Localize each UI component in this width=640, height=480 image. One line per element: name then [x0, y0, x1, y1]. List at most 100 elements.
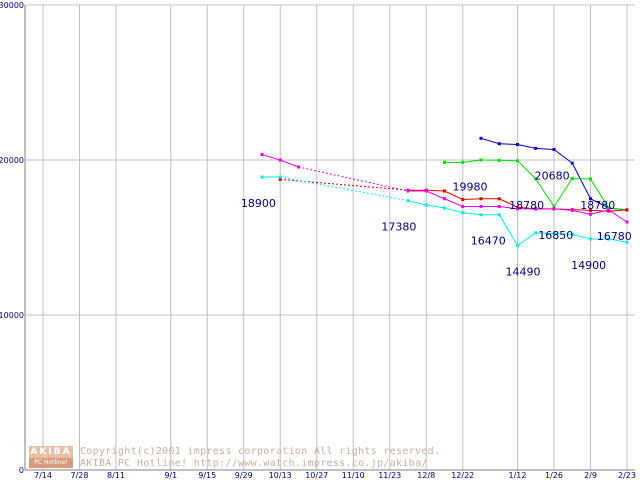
- series-segment: [572, 233, 591, 240]
- series-segment: [517, 232, 537, 246]
- data-label: 19980: [453, 180, 488, 193]
- series-segment: [571, 162, 591, 199]
- data-point: [516, 205, 519, 209]
- data-label: 17380: [381, 221, 416, 234]
- series-segment: [499, 143, 518, 145]
- series-segment: [444, 190, 463, 200]
- x-tick-label: 8/11: [107, 471, 125, 480]
- data-point: [516, 243, 519, 247]
- series-segment: [517, 160, 537, 180]
- data-point: [589, 237, 592, 241]
- x-tick-label: 9/15: [198, 471, 216, 480]
- x-tick-label: 1/12: [509, 471, 527, 480]
- data-label: 16780: [597, 230, 632, 243]
- data-point: [570, 177, 574, 181]
- data-label: 16850: [538, 229, 573, 242]
- akiba-logo: AKIBA PC Hotline!: [29, 446, 73, 468]
- data-label: 14490: [505, 265, 540, 278]
- series-segment: [608, 209, 628, 223]
- series-segment: [553, 149, 573, 164]
- data-point: [534, 177, 538, 181]
- data-point: [570, 161, 574, 165]
- x-tick-label: 2/9: [584, 471, 597, 480]
- x-tick-label: 2/23: [618, 471, 636, 480]
- data-point: [497, 213, 501, 217]
- series-segment: [407, 200, 427, 206]
- data-point: [424, 203, 428, 207]
- data-point: [443, 189, 446, 193]
- data-point: [589, 197, 592, 201]
- y-tick-label: 30000: [0, 1, 24, 10]
- data-label: 18780: [509, 199, 544, 212]
- data-point: [516, 143, 519, 146]
- series-segment: [426, 204, 445, 209]
- data-point: [534, 231, 538, 235]
- site-url-text: AKIBA PC Hotline! http://www.watch.impre…: [80, 458, 428, 469]
- data-point: [607, 206, 611, 210]
- data-label: 14900: [571, 259, 606, 272]
- data-point: [406, 199, 410, 203]
- series-segment: [572, 209, 591, 211]
- series-segment: [298, 166, 409, 192]
- series-segment: [608, 238, 628, 243]
- data-point: [552, 205, 556, 208]
- logo-top-text: AKIBA: [29, 446, 73, 458]
- data-point: [625, 240, 629, 244]
- x-tick-label: 10/13: [269, 471, 292, 480]
- series-segment: [535, 232, 555, 235]
- data-label: 20680: [535, 169, 570, 182]
- x-tick-label: 7/28: [71, 471, 89, 480]
- data-point: [625, 208, 629, 212]
- series-segment: [572, 209, 591, 215]
- series-segment: [462, 212, 482, 216]
- data-point: [278, 158, 282, 162]
- data-point: [443, 206, 446, 210]
- data-label: 16470: [471, 235, 506, 248]
- series-segment: [590, 209, 609, 215]
- series-segment: [553, 178, 573, 207]
- copyright-text: Copyright(c)2001 impress corporation All…: [80, 446, 441, 457]
- data-point: [534, 207, 538, 211]
- data-point: [297, 165, 300, 169]
- x-tick-label: 1/26: [545, 471, 563, 480]
- data-point: [552, 207, 556, 211]
- series-segment: [608, 209, 628, 212]
- series-segment: [462, 159, 482, 163]
- data-point: [461, 205, 465, 208]
- data-point: [461, 198, 465, 202]
- series-segment: [517, 144, 536, 149]
- data-point: [479, 213, 483, 217]
- data-point: [260, 175, 264, 179]
- series-segment: [444, 207, 463, 214]
- series-segment: [535, 147, 555, 150]
- series-segment: [590, 178, 610, 209]
- y-tick-label: 10000: [0, 311, 24, 320]
- series-segment: [553, 233, 573, 235]
- data-point: [424, 189, 428, 193]
- series-segment: [608, 207, 628, 211]
- series-segment: [553, 208, 573, 211]
- data-point: [497, 158, 501, 162]
- data-point: [589, 208, 592, 212]
- data-point: [497, 205, 501, 208]
- data-point: [479, 205, 483, 208]
- data-point: [625, 220, 629, 224]
- data-point: [461, 211, 465, 215]
- series-segment: [280, 159, 299, 168]
- data-point: [607, 237, 611, 241]
- data-label: 18900: [241, 197, 276, 210]
- series-segment: [535, 178, 555, 207]
- series-segment: [480, 137, 500, 145]
- x-tick-label: 12/22: [451, 471, 474, 480]
- data-point: [278, 175, 282, 179]
- data-point: [607, 208, 611, 212]
- data-point: [552, 232, 556, 236]
- series-segment: [499, 198, 518, 208]
- x-tick-label: 11/10: [342, 471, 365, 480]
- y-tick-label: 20000: [0, 156, 24, 165]
- series-segment: [280, 176, 409, 202]
- data-point: [589, 212, 592, 216]
- series-segment: [590, 198, 609, 209]
- data-point: [516, 159, 519, 163]
